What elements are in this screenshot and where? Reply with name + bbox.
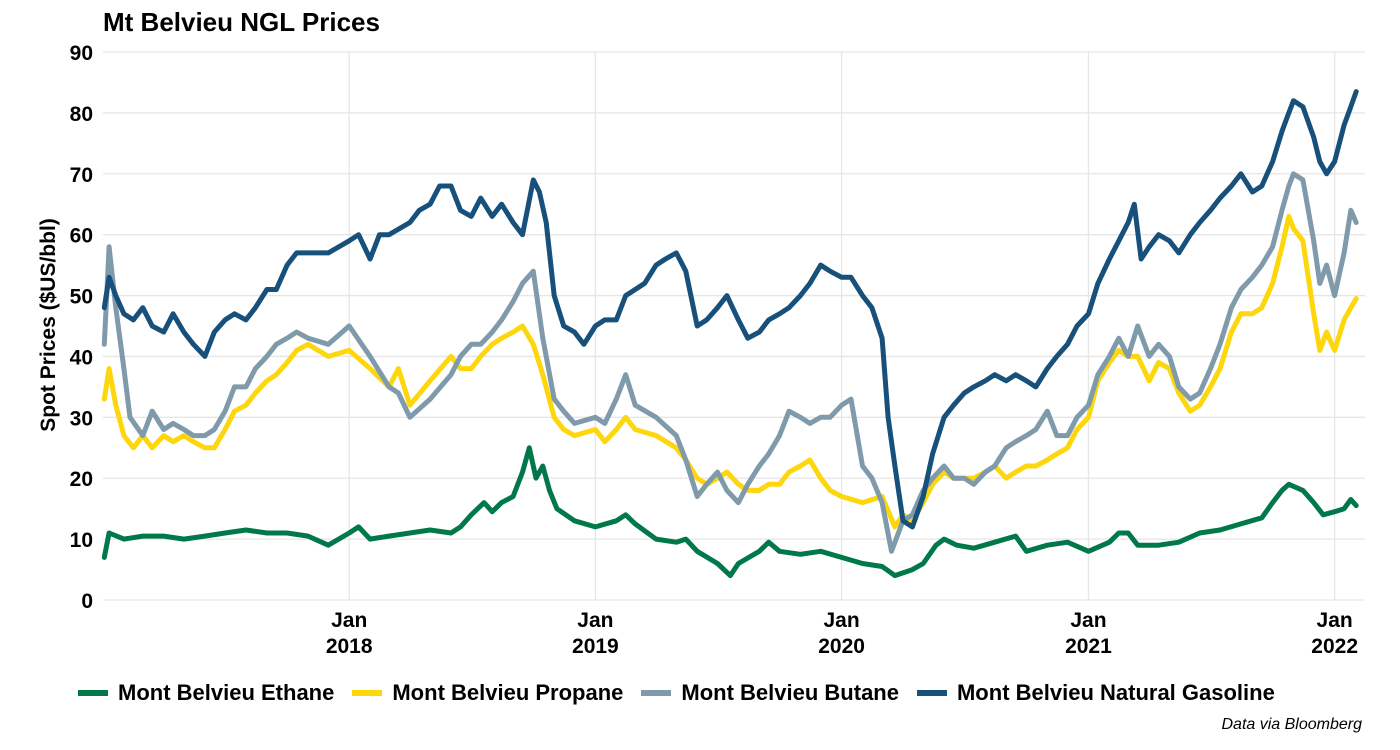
grid <box>103 51 1365 601</box>
y-tick-label: 60 <box>70 225 93 248</box>
x-tick-month: Jan <box>823 609 859 632</box>
legend-swatch <box>641 690 672 696</box>
source-caption: Data via Bloomberg <box>1221 716 1362 733</box>
x-tick-month: Jan <box>331 609 367 632</box>
x-tick-year: 2020 <box>818 635 865 658</box>
y-tick-label: 20 <box>70 468 93 491</box>
series-line-1 <box>101 213 1359 530</box>
y-axis-label: Spot Prices ($US/bbl) <box>37 218 60 432</box>
x-tick-year: 2019 <box>572 635 619 658</box>
legend: Mont Belvieu Ethane Mont Belvieu Propane M… <box>78 680 1293 706</box>
series-line-3 <box>101 89 1359 530</box>
legend-swatch <box>352 690 383 696</box>
y-tick-label: 90 <box>70 42 93 65</box>
legend-label: Mont Belvieu Butane <box>681 680 899 705</box>
x-tick-year: 2022 <box>1311 635 1358 658</box>
y-tick-label: 50 <box>70 286 93 309</box>
chart-title: Mt Belvieu NGL Prices <box>103 7 380 37</box>
y-tick-label: 70 <box>70 164 93 187</box>
y-tick-label: 0 <box>81 590 93 613</box>
x-tick-month: Jan <box>1317 609 1353 632</box>
y-axis: 0 10 20 30 40 50 60 70 80 90 <box>70 42 93 613</box>
y-tick-label: 40 <box>70 346 93 369</box>
x-tick-month: Jan <box>577 609 613 632</box>
legend-label: Mont Belvieu Natural Gasoline <box>956 680 1275 705</box>
legend-item: Mont Belvieu Propane <box>352 680 623 706</box>
x-axis: Jan 2018 Jan 2019 Jan 2020 Jan 2021 Jan 2022 <box>326 609 1358 658</box>
legend-label: Mont Belvieu Ethane <box>118 680 335 705</box>
legend-item: Mont Belvieu Butane <box>641 680 899 706</box>
legend-label: Mont Belvieu Propane <box>392 680 624 705</box>
series-line-2 <box>101 171 1359 554</box>
x-tick-year: 2021 <box>1065 635 1112 658</box>
y-tick-label: 10 <box>70 529 93 552</box>
plot-area: 0 10 20 30 40 50 60 70 80 90 Jan 2018 Jan 2019 Jan 202… <box>37 42 1365 658</box>
x-tick-year: 2018 <box>326 635 373 658</box>
legend-item: Mont Belvieu Natural Gasoline <box>916 680 1275 706</box>
legend-swatch <box>78 690 108 696</box>
legend-item: Mont Belvieu Ethane <box>78 680 334 706</box>
legend-swatch <box>916 690 947 696</box>
series-line-0 <box>101 445 1359 579</box>
y-tick-label: 80 <box>70 103 93 126</box>
y-tick-label: 30 <box>70 407 93 430</box>
x-tick-month: Jan <box>1070 609 1106 632</box>
series-lines <box>101 89 1359 579</box>
